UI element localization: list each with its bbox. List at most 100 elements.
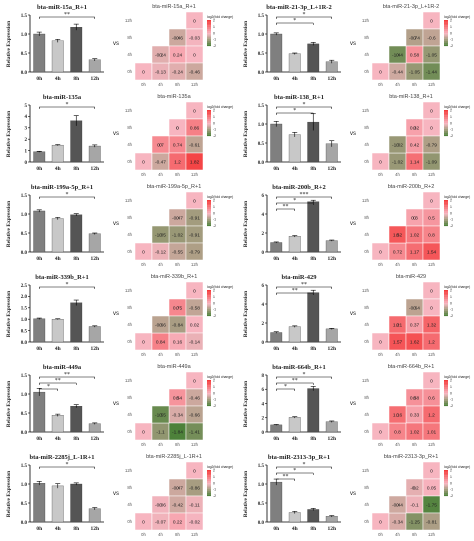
- heatmap-cell-value: 0.02: [190, 322, 200, 328]
- legend-gradient-step: [444, 295, 448, 297]
- heatmap-cell-value: -0.02: [189, 519, 200, 525]
- legend-gradient-step: [207, 476, 211, 478]
- legend-gradient-step: [444, 110, 448, 112]
- heatmap-empty-cell: [135, 226, 152, 243]
- legend-title: log2(fold change): [444, 105, 470, 109]
- heatmap-diagonal-value: 0: [379, 339, 382, 345]
- x-tick-label: 4h: [292, 436, 298, 442]
- legend-tick: -1: [450, 488, 453, 492]
- heatmap-cell-value: 0.16: [173, 339, 183, 345]
- heatmap-x-label: 4h: [158, 352, 163, 357]
- legend-gradient-step: [207, 492, 211, 494]
- legend-gradient-step: [207, 300, 211, 302]
- heatmap-title: bta-miR-15a_R+1: [152, 4, 196, 10]
- legend-gradient-step: [207, 481, 211, 484]
- legend-gradient-step: [207, 130, 211, 133]
- panel-8: bta-miR-429 Relative Expression 0 2 4 6 0h 4h 8h…: [243, 274, 470, 357]
- heatmap-cell-value: -0.66: [155, 322, 166, 328]
- heatmap-cell-value: -0.47: [155, 159, 166, 165]
- legend-gradient-step: [444, 123, 448, 125]
- legend-gradient-step: [444, 211, 448, 214]
- heatmap-cell-value: -1.25: [409, 519, 420, 525]
- y-tick-label: 1.5: [21, 14, 28, 19]
- x-tick-label: 8h: [73, 346, 79, 352]
- heatmap-empty-cell: [389, 209, 406, 226]
- heatmap-cell: [422, 242, 441, 261]
- heatmap-empty-cell: [152, 479, 169, 496]
- heatmap-empty-cell: [372, 226, 389, 243]
- heatmap-empty-cell: [372, 372, 389, 389]
- legend-gradient-step: [207, 295, 211, 297]
- heatmap-cell-value: -0.14: [189, 339, 200, 345]
- legend-gradient-step: [444, 479, 448, 481]
- heatmap-title: bta-miR-199a-5p_R+1: [147, 184, 202, 190]
- heatmap-empty-cell: [389, 119, 406, 136]
- heatmap-y-label: 12h: [125, 468, 133, 473]
- legend-gradient-step: [207, 399, 211, 401]
- legend-gradient-step: [207, 489, 211, 491]
- legend-gradient-step: [207, 222, 211, 224]
- significance-mark: *: [293, 108, 296, 114]
- bar-4h: [51, 415, 64, 433]
- panel-6: bta-miR-200b_R+2 Relative Expression 0 2 4 6 0…: [243, 184, 470, 267]
- heatmap-diagonal-value: 0: [176, 395, 179, 401]
- bar-4h: [288, 417, 301, 433]
- legend-title: log2(fold change): [444, 375, 470, 379]
- heatmap-empty-cell: [135, 136, 152, 153]
- legend-gradient-step: [444, 381, 448, 383]
- panel-12: bta-miR-2313-3p_R+1 Relative Expression 0.…: [243, 454, 470, 537]
- significance-mark: *: [303, 102, 306, 108]
- legend-tick: 1: [450, 25, 452, 29]
- bar-12h: [88, 59, 101, 73]
- heatmap-diagonal-value: 0: [176, 215, 179, 221]
- bar-4h: [288, 53, 301, 73]
- heatmap-cell: [151, 405, 170, 424]
- y-tick-label: 1.0: [258, 33, 265, 38]
- significance-mark: *: [66, 462, 69, 468]
- heatmap-x-label: 0h: [378, 82, 383, 87]
- heatmap-cell: [422, 512, 441, 531]
- bar-0h: [33, 210, 46, 253]
- heatmap-cell-value: 1.2: [428, 412, 435, 418]
- heatmap-title: bta-miR-135a: [157, 94, 191, 100]
- heatmap-cell: [185, 62, 204, 81]
- heatmap-empty-cell: [152, 299, 169, 316]
- legend-gradient-step: [207, 304, 211, 306]
- bar-8h: [307, 292, 320, 343]
- legend-gradient-step: [207, 494, 211, 497]
- legend-gradient-step: [207, 207, 211, 210]
- heatmap-x-label: 12h: [191, 352, 199, 357]
- heatmap-empty-cell: [169, 462, 186, 479]
- heatmap-empty-cell: [169, 12, 186, 29]
- heatmap-empty-cell: [135, 102, 152, 119]
- bar-4h: [51, 319, 64, 343]
- bar-12h: [325, 240, 338, 253]
- heatmap-y-label: 12h: [362, 108, 370, 113]
- legend-title: log2(fold change): [207, 15, 233, 19]
- y-tick-label: 0: [262, 431, 265, 436]
- legend-gradient-step: [444, 215, 448, 217]
- heatmap-cell-value: -0.24: [172, 69, 183, 75]
- heatmap-cell-value: 0.54: [173, 395, 183, 401]
- significance-mark: **: [283, 474, 289, 480]
- y-tick-label: 0.0: [21, 71, 28, 76]
- legend-gradient-step: [207, 121, 211, 124]
- legend-gradient-step: [444, 39, 448, 41]
- legend-tick: 0: [450, 31, 452, 35]
- heatmap-diagonal-value: 0: [193, 198, 196, 204]
- y-tick-label: 0.0: [258, 521, 265, 526]
- bar-12h: [325, 61, 338, 73]
- bar-0h: [33, 483, 46, 523]
- heatmap-cell: [422, 152, 441, 171]
- legend-gradient-step: [444, 382, 448, 384]
- significance-mark: *: [66, 282, 69, 288]
- legend-gradient-step: [207, 480, 211, 482]
- y-tick-label: 0.0: [21, 431, 28, 436]
- legend-gradient-step: [207, 223, 211, 225]
- bar-8h: [307, 388, 320, 433]
- y-tick-label: 0: [25, 161, 28, 166]
- heatmap-empty-cell: [152, 192, 169, 209]
- legend-gradient-step: [444, 220, 448, 223]
- legend-tick: 2: [450, 379, 452, 383]
- x-tick-label: 8h: [73, 526, 79, 532]
